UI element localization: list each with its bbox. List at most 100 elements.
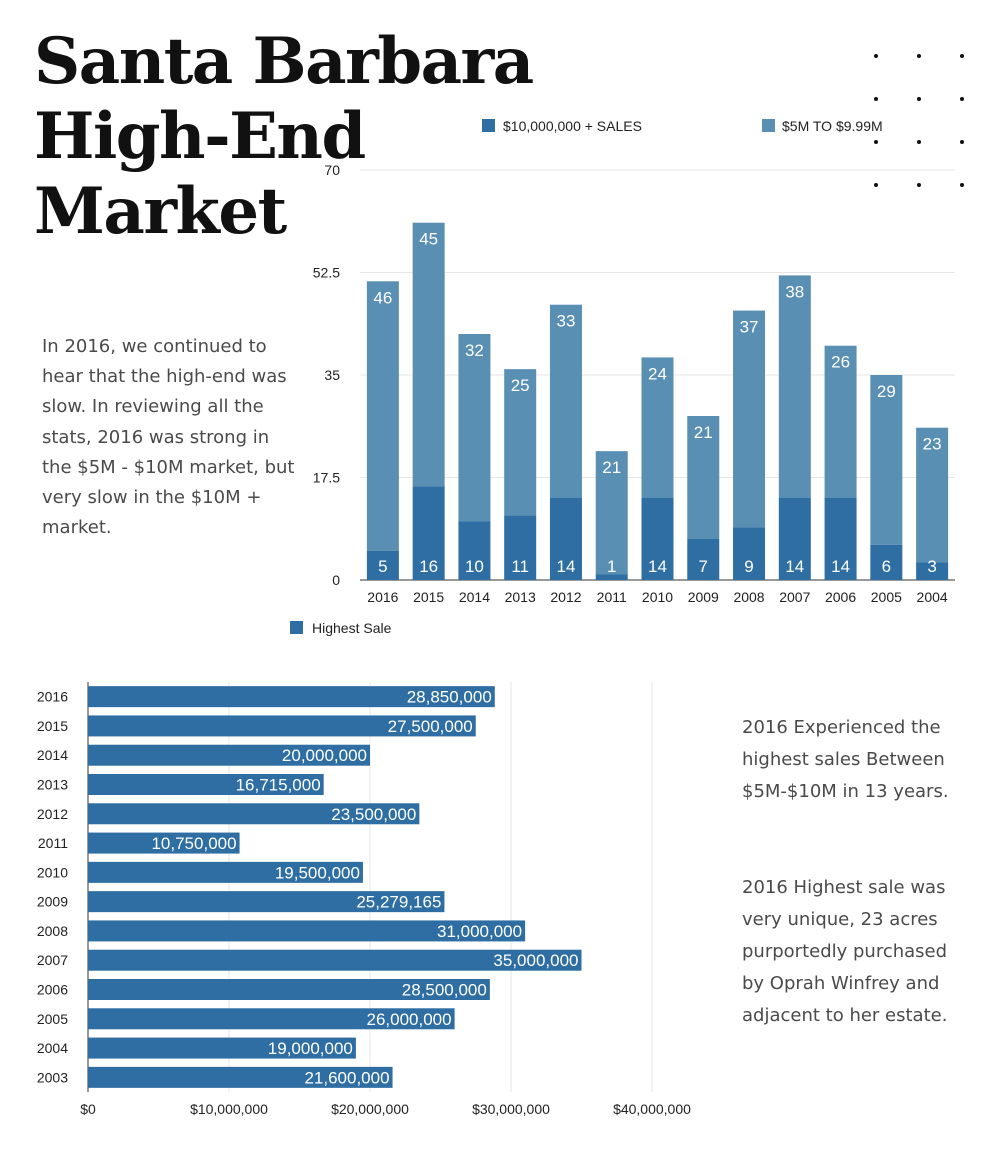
x-tick-label: 2013 — [505, 589, 536, 605]
data-label: 10 — [465, 557, 484, 576]
data-label: 26 — [831, 353, 850, 372]
data-label: 3 — [927, 557, 936, 576]
bar-segment-5m — [504, 369, 537, 516]
y-tick-label: 2011 — [38, 835, 68, 851]
data-label: 14 — [648, 557, 667, 576]
y-tick-label: 17.5 — [313, 470, 340, 486]
data-label: 29 — [877, 382, 896, 401]
y-tick-label: 35 — [324, 367, 340, 383]
data-label: 14 — [557, 557, 576, 576]
x-tick-label: 2004 — [917, 589, 948, 605]
data-label: 33 — [557, 312, 576, 331]
data-label: 45 — [419, 230, 438, 249]
y-tick-label: 2004 — [37, 1040, 68, 1056]
data-label: 6 — [882, 557, 891, 576]
x-tick-label: 2009 — [688, 589, 719, 605]
bar-segment-5m — [916, 427, 949, 563]
data-label: 14 — [831, 557, 850, 576]
bar — [88, 686, 495, 708]
data-label: 5 — [378, 557, 387, 576]
data-label: 14 — [785, 557, 804, 576]
x-tick-label: 2016 — [367, 589, 398, 605]
data-label: 16,715,000 — [236, 776, 321, 795]
bar — [88, 715, 476, 737]
decorative-dot — [917, 97, 921, 101]
y-tick-label: 70 — [324, 162, 340, 178]
data-label: 21 — [602, 458, 621, 477]
bar-segment-5m — [641, 357, 674, 498]
bar-segment-5m — [549, 304, 582, 498]
y-tick-label: 2013 — [37, 777, 68, 793]
right-commentary-2: 2016 Highest sale was very unique, 23 ac… — [742, 877, 948, 1026]
data-label: 20,000,000 — [282, 746, 367, 765]
bar-segment-5m — [458, 334, 491, 522]
bar-segment-10m — [916, 562, 949, 580]
bar-segment-10m — [687, 539, 720, 580]
y-tick-label: 2007 — [37, 952, 68, 968]
bar-segment-5m — [733, 310, 766, 528]
bar-segment-10m — [504, 515, 537, 580]
x-tick-label: $30,000,000 — [472, 1101, 550, 1117]
decorative-dot — [874, 140, 878, 144]
bar-segment-10m — [549, 498, 582, 580]
x-tick-label: 2010 — [642, 589, 673, 605]
x-tick-label: 2014 — [459, 589, 490, 605]
x-tick-label: $40,000,000 — [613, 1101, 691, 1117]
data-label: 26,000,000 — [367, 1010, 452, 1029]
x-tick-label: $10,000,000 — [190, 1101, 268, 1117]
bar — [88, 920, 526, 942]
data-label: 19,000,000 — [268, 1039, 353, 1058]
bar-segment-10m — [824, 498, 857, 580]
data-label: 28,850,000 — [407, 688, 492, 707]
decorative-dot — [917, 183, 921, 187]
bar-segment-5m — [870, 375, 903, 545]
bar-segment-5m — [595, 451, 628, 575]
decorative-dot — [874, 97, 878, 101]
data-label: 21,600,000 — [304, 1068, 389, 1087]
decorative-dot-grid — [864, 44, 976, 194]
data-label: 9 — [744, 557, 753, 576]
data-label: 21 — [694, 423, 713, 442]
legend-swatch — [290, 621, 303, 634]
x-tick-label: 2005 — [871, 589, 902, 605]
data-label: 11 — [511, 557, 529, 576]
decorative-dot — [960, 183, 964, 187]
y-tick-label: 2003 — [37, 1069, 68, 1085]
bar-segment-5m — [778, 275, 811, 498]
data-label: 38 — [785, 282, 804, 301]
bar-segment-5m — [687, 416, 720, 539]
y-tick-label: 2008 — [37, 923, 68, 939]
y-tick-label: 2015 — [37, 718, 68, 734]
y-tick-label: 52.5 — [313, 265, 340, 281]
data-label: 31,000,000 — [437, 922, 522, 941]
decorative-dot — [917, 140, 921, 144]
decorative-dot — [960, 140, 964, 144]
data-label: 46 — [373, 288, 392, 307]
bar — [88, 1066, 393, 1088]
y-tick-label: 2009 — [37, 894, 68, 910]
title-line-3: Market — [34, 174, 287, 249]
bar-segment-10m — [870, 544, 903, 580]
bar-segment-10m — [778, 498, 811, 580]
bar — [88, 774, 324, 795]
bar-segment-10m — [412, 486, 445, 580]
decorative-dot — [960, 97, 964, 101]
legend-label: $5M TO $9.99M — [782, 118, 883, 134]
x-tick-label: 2015 — [413, 589, 444, 605]
bar-segment-5m — [412, 222, 445, 487]
legend-swatch — [482, 119, 495, 132]
bar — [88, 861, 363, 883]
data-label: 1 — [607, 557, 616, 576]
bar-segment-10m — [641, 498, 674, 580]
left-commentary: In 2016, we continued to hear that the h… — [42, 336, 295, 539]
data-label: 24 — [648, 364, 667, 383]
title-line-2: High-End — [34, 99, 366, 174]
y-tick-label: 2014 — [37, 747, 68, 763]
bar-segment-5m — [824, 345, 857, 498]
decorative-dot — [917, 54, 921, 58]
data-label: 37 — [740, 318, 759, 337]
bar-segment-5m — [366, 281, 399, 551]
y-tick-label: 0 — [332, 572, 340, 588]
data-label: 35,000,000 — [493, 951, 578, 970]
data-label: 19,500,000 — [275, 863, 360, 882]
